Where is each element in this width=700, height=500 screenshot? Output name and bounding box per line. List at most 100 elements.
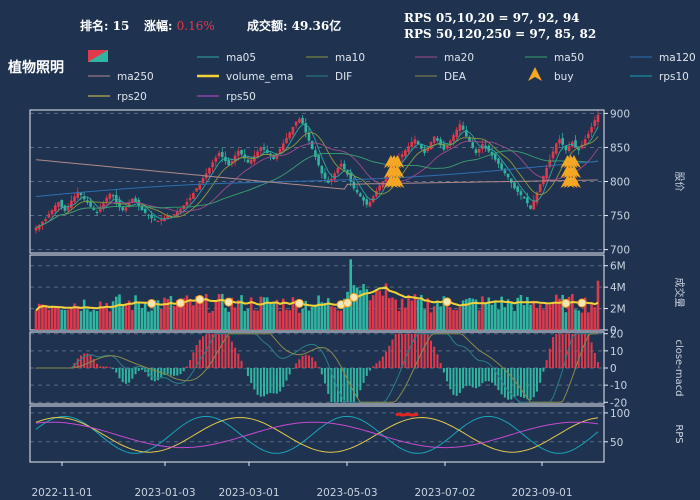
macd-bar: [92, 358, 95, 368]
volume-bar: [465, 299, 468, 330]
macd-bar: [256, 368, 259, 395]
candle-body: [493, 154, 497, 160]
volume-bar: [458, 307, 462, 330]
legend-item-ma10: ma10: [306, 52, 365, 64]
candle-body: [448, 140, 452, 145]
volume-bar: [558, 298, 561, 330]
macd-bar: [401, 333, 404, 368]
ma05-line: [35, 124, 599, 229]
volume-bar: [497, 309, 500, 330]
macd-bar: [417, 333, 420, 368]
xtick-label-2: 2023-03-01: [218, 487, 279, 499]
macd-bar: [179, 368, 182, 375]
candle-body: [124, 207, 128, 211]
volume-bar: [423, 309, 426, 330]
candle-body: [233, 155, 237, 162]
dif-line: [36, 333, 598, 403]
volume-bar: [484, 303, 487, 330]
dea-line: [36, 333, 598, 403]
volume-bar: [571, 294, 574, 330]
macd-bar: [108, 367, 111, 368]
candle-body: [256, 151, 259, 158]
macd-bar: [590, 342, 593, 368]
macd-bar: [568, 333, 571, 368]
candle-body: [79, 192, 83, 196]
legend-candle-icon-b: [88, 50, 108, 62]
macd-bar: [240, 360, 243, 368]
volume-bar: [265, 297, 269, 330]
candle-body: [442, 143, 446, 150]
candle-body: [407, 146, 410, 152]
candle-body: [176, 211, 179, 217]
rps20-line: [35, 416, 599, 453]
candle-body: [227, 159, 230, 166]
candle-body: [57, 201, 60, 207]
macd-bar: [532, 368, 535, 398]
volume-bar: [259, 296, 263, 330]
macd-bar: [420, 333, 423, 368]
candle-body: [506, 173, 510, 178]
candle-body: [416, 141, 420, 145]
candle-body: [192, 193, 195, 199]
macd-bar: [413, 333, 416, 368]
candle-body: [384, 176, 388, 182]
candle-body: [333, 173, 336, 180]
volume-bar: [471, 298, 475, 330]
volume-bar: [176, 300, 179, 330]
volume-bar: [79, 310, 83, 330]
ma120-line: [35, 160, 599, 197]
macd-bar: [301, 355, 304, 368]
volume-bar: [461, 300, 465, 330]
candle-body: [420, 144, 423, 149]
macd-bar: [304, 354, 307, 368]
volume-bar: [551, 303, 555, 330]
macd-bar: [439, 363, 442, 368]
legend-label-rps20: rps20: [117, 91, 147, 103]
rps-line-2: RPS 50,120,250 = 97, 85, 82: [404, 27, 597, 41]
volume-bar: [220, 293, 224, 330]
macd-bar: [298, 359, 301, 368]
volume-bar: [500, 296, 503, 330]
candle-body: [131, 198, 134, 202]
volume-bar: [224, 307, 227, 330]
ytick-label-volume-1: 2M: [610, 304, 626, 316]
ma20-line: [35, 140, 599, 229]
volume-bar: [336, 310, 340, 330]
candle-body: [436, 138, 439, 141]
candle-body: [545, 167, 548, 178]
volume-bar: [98, 301, 102, 330]
candle-body: [37, 225, 41, 230]
candle-body: [121, 207, 125, 211]
volume-bar: [323, 302, 327, 330]
volume-bar: [513, 310, 516, 330]
candle-body: [275, 154, 279, 160]
volume-bar: [127, 300, 131, 330]
volume-ema-line: [35, 286, 599, 312]
legend-label-rps10: rps10: [659, 71, 689, 83]
volume-bar: [529, 304, 532, 330]
volume-bar: [192, 305, 195, 330]
macd-bar: [269, 368, 272, 393]
ytick-label-price-2: 800: [610, 177, 630, 189]
volume-bar: [378, 290, 381, 330]
volume-bar: [294, 299, 298, 330]
candle-body: [140, 205, 144, 211]
macd-bar: [163, 368, 166, 376]
candle-body: [577, 148, 581, 151]
candle-body: [34, 227, 38, 231]
volume-bar: [420, 294, 423, 330]
candle-body: [561, 138, 564, 145]
macd-bar: [564, 333, 567, 368]
candle-body: [220, 152, 224, 157]
macd-bar: [237, 353, 240, 368]
candle-body: [452, 135, 455, 141]
volume-bar: [407, 294, 410, 330]
volume-bar: [188, 298, 192, 330]
candle-body: [98, 208, 102, 212]
volume-bar: [121, 305, 125, 330]
macd-bar: [433, 346, 436, 368]
macd-bar: [131, 368, 134, 379]
macd-bar: [513, 368, 516, 398]
legend-label-ma50: ma50: [554, 52, 584, 64]
macd-bar: [189, 359, 192, 368]
